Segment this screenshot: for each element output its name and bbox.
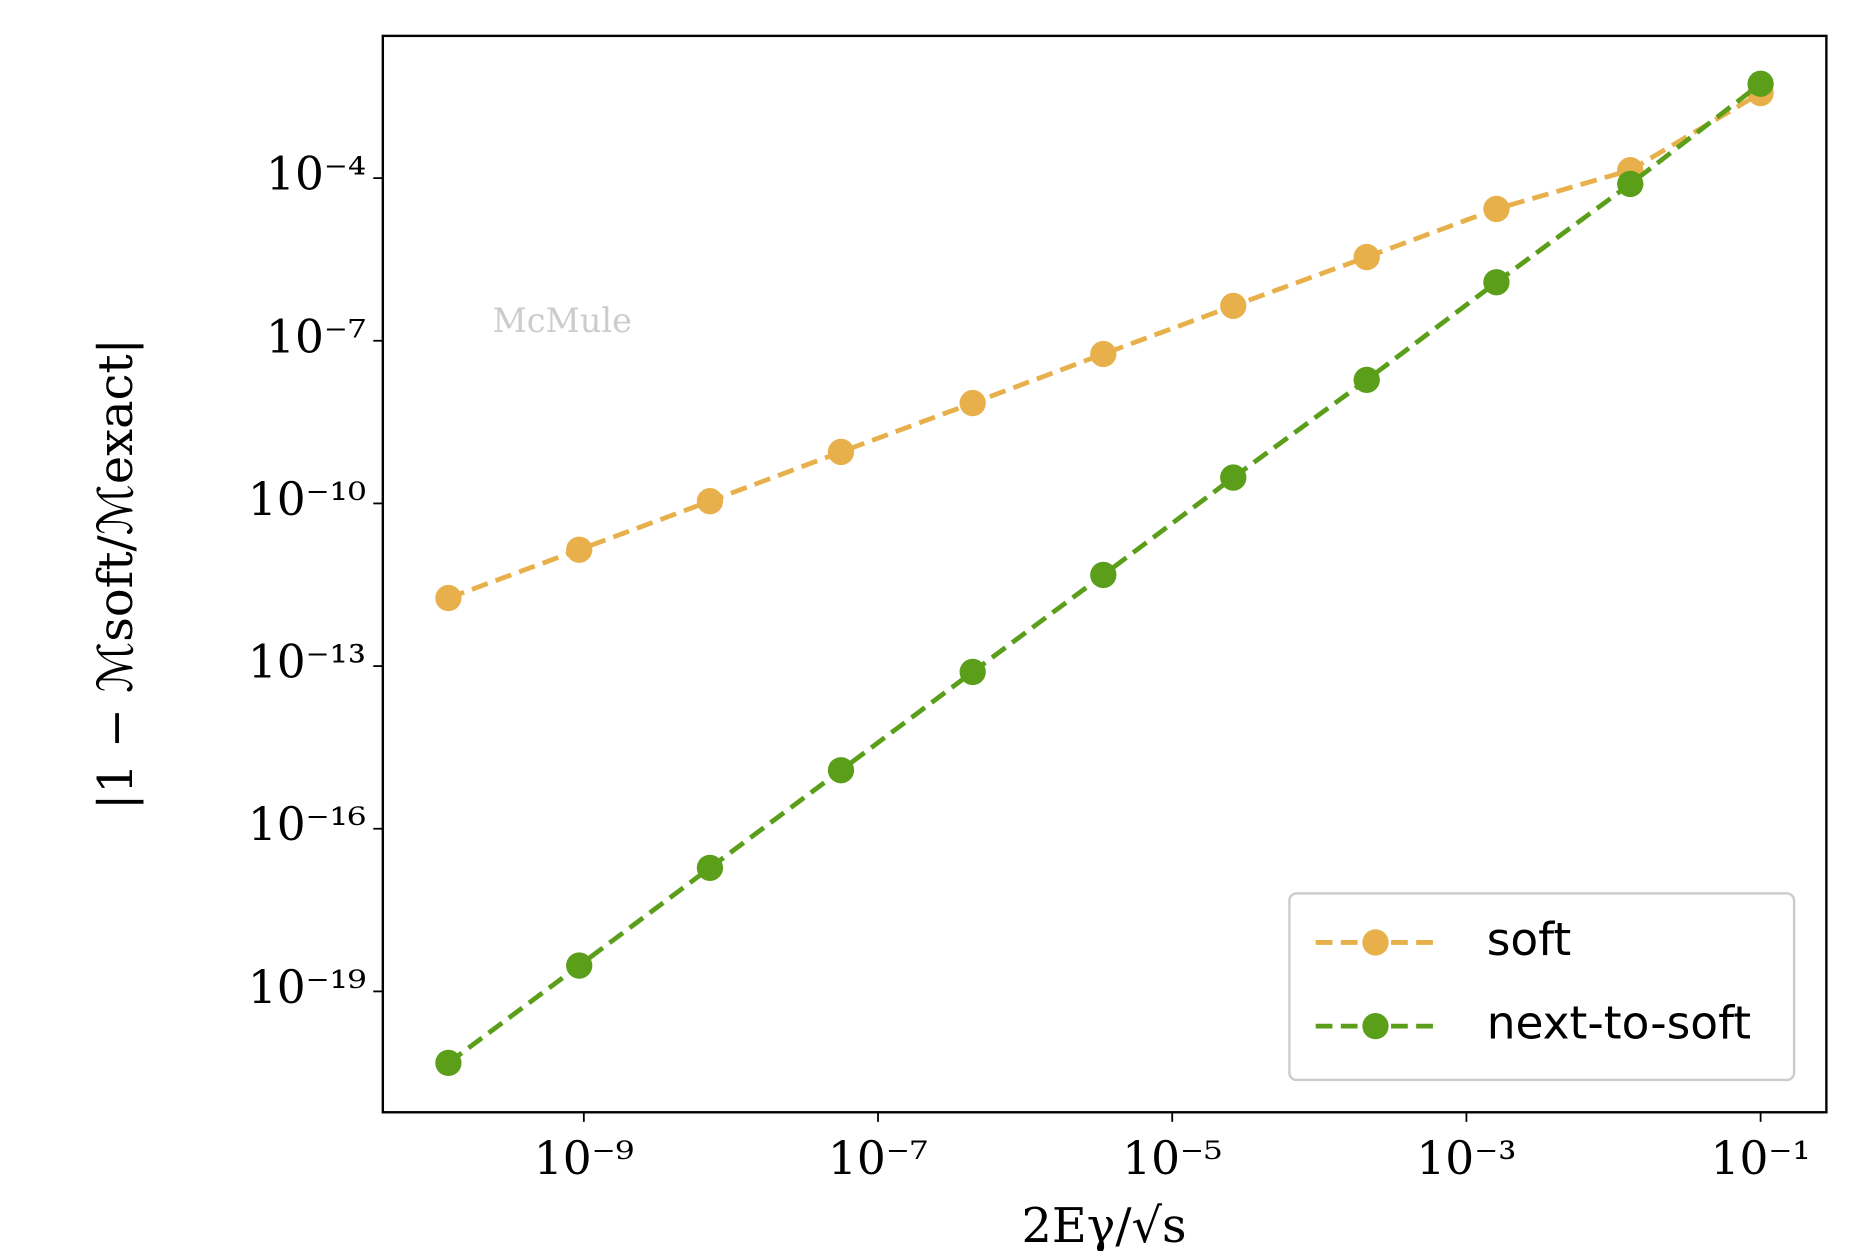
marker [1483, 196, 1509, 222]
marker [697, 855, 723, 881]
legend-label: next-to-soft [1487, 997, 1751, 1050]
x-tick-label: 10⁻⁵ [1122, 1132, 1222, 1185]
marker [566, 537, 592, 563]
marker [566, 952, 592, 978]
y-tick-label: 10⁻¹³ [248, 636, 366, 689]
marker [828, 757, 854, 783]
x-axis-label: 2Eγ/√s [1021, 1199, 1186, 1251]
legend-label: soft [1487, 913, 1572, 966]
marker [1483, 269, 1509, 295]
marker [1354, 367, 1380, 393]
watermark: McMule [493, 301, 632, 340]
y-tick-label: 10⁻⁷ [266, 310, 366, 363]
x-tick-label: 10⁻¹ [1711, 1132, 1811, 1185]
page: {"chart_data": {"type": "line", "log_x":… [0, 0, 1854, 1251]
marker [435, 1050, 461, 1076]
marker [960, 659, 986, 685]
legend-marker [1362, 929, 1388, 955]
marker [960, 390, 986, 416]
y-tick-label: 10⁻⁴ [266, 148, 366, 201]
chart: McMule 2Eγ/√s |1 − ℳsoft/ℳexact| 10⁻⁹ 10⁻… [0, 0, 1854, 1251]
marker [828, 439, 854, 465]
marker [1617, 171, 1643, 197]
y-axis-label: |1 − ℳsoft/ℳexact| [89, 338, 144, 810]
y-tick-label: 10⁻¹⁶ [248, 798, 366, 851]
marker [1747, 71, 1773, 97]
y-tick-label: 10⁻¹⁹ [248, 961, 366, 1014]
x-tick-label: 10⁻⁹ [534, 1132, 634, 1185]
x-tick-label: 10⁻³ [1416, 1132, 1516, 1185]
x-tick-label: 10⁻⁷ [828, 1132, 928, 1185]
y-tick-label: 10⁻¹⁰ [248, 473, 366, 526]
marker [697, 488, 723, 514]
legend-marker [1362, 1013, 1388, 1039]
marker [1220, 293, 1246, 319]
marker [1354, 244, 1380, 270]
marker [1220, 464, 1246, 490]
marker [435, 585, 461, 611]
marker [1090, 562, 1116, 588]
marker [1090, 341, 1116, 367]
